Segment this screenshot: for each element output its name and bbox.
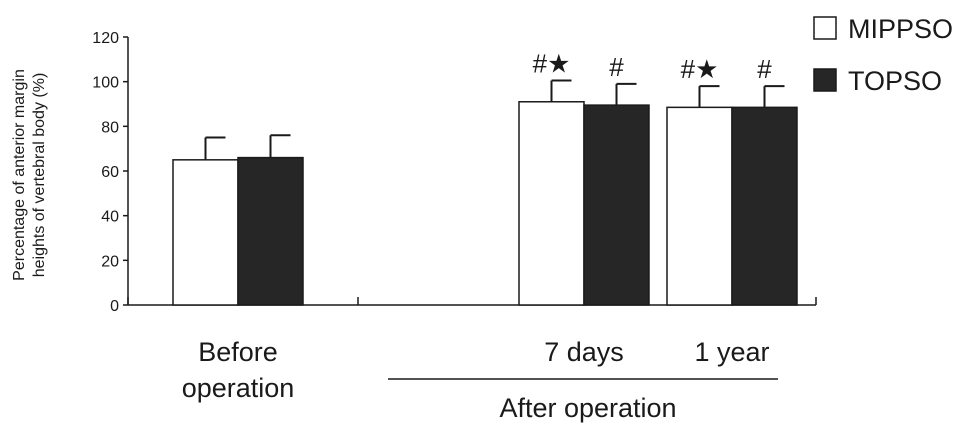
category-label: 7 days [544, 337, 624, 367]
y-axis-label-line-1: Percentage of anterior margin [11, 69, 28, 281]
significance-annotation: # [757, 54, 772, 84]
bars: #★ # #★ # [172, 49, 798, 306]
bar-mippso-1 [518, 101, 585, 306]
legend-label-topso: TOPSO [848, 66, 942, 96]
significance-annotation: # [609, 52, 624, 82]
legend-label-mippso: MIPPSO [848, 14, 953, 44]
y-tick-label: 20 [101, 253, 119, 270]
y-axis-ticks: 0 20 40 60 80 100 120 [92, 30, 128, 315]
y-tick-label: 80 [101, 119, 119, 136]
bar-topso-0 [237, 156, 304, 306]
legend-swatch-topso [813, 68, 837, 92]
legend: MIPPSO TOPSO [813, 14, 953, 96]
y-tick-label: 0 [110, 298, 119, 315]
y-tick-label: 120 [92, 30, 119, 47]
category-labels: Before operation 7 days 1 year [182, 337, 770, 403]
category-label: 1 year [694, 337, 769, 367]
significance-annotation: #★ [533, 49, 571, 79]
y-tick-label: 40 [101, 209, 119, 226]
group-label-text: After operation [499, 393, 676, 423]
y-tick-label: 100 [92, 75, 119, 92]
bar-mippso-2 [666, 106, 733, 306]
bar-topso-1 [583, 104, 650, 306]
y-axis-label: Percentage of anterior margin heights of… [11, 69, 48, 281]
category-label: Before [198, 337, 278, 367]
bar-mippso-0 [172, 159, 239, 306]
significance-annotation: #★ [681, 54, 719, 84]
y-axis-label-line-2: heights of vertebral body (%) [31, 73, 48, 278]
category-label: operation [182, 373, 295, 403]
group-label: After operation [388, 378, 778, 423]
legend-swatch-mippso [813, 16, 837, 40]
y-tick-label: 60 [101, 164, 119, 181]
bar-topso-2 [731, 106, 798, 306]
